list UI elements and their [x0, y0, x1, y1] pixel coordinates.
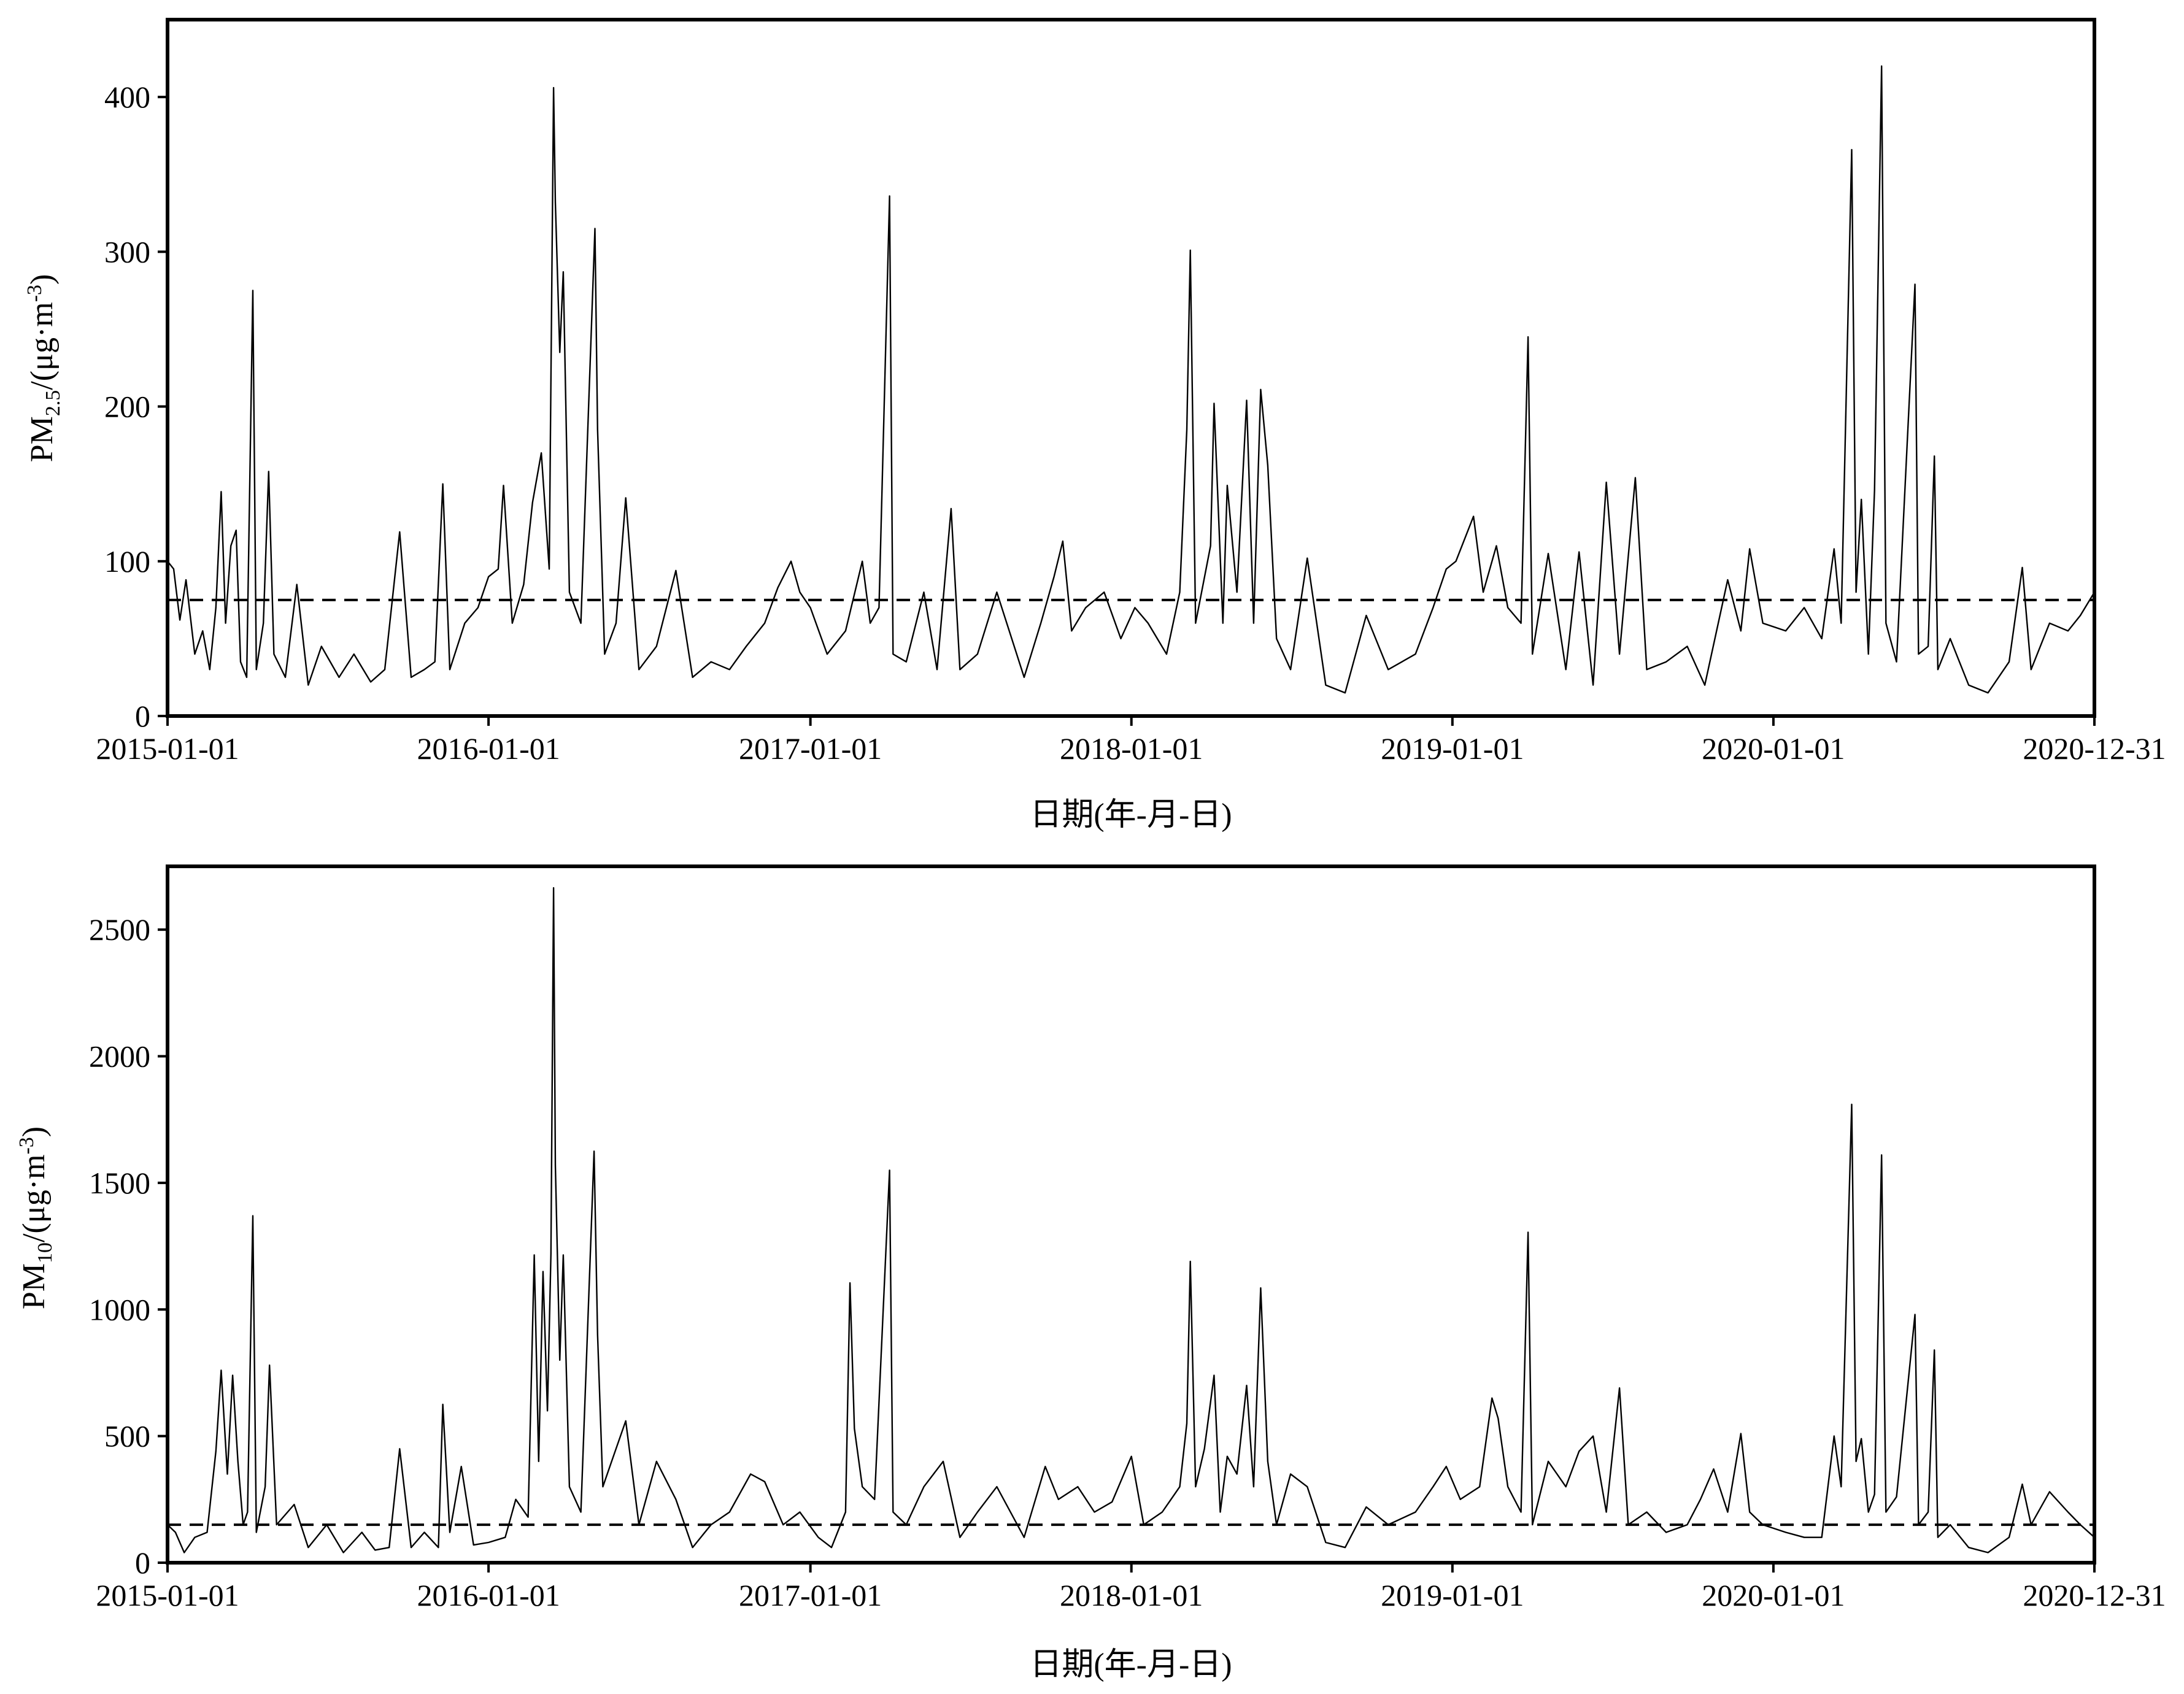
plot-frame: [166, 18, 2096, 718]
x-tick-label: 2018-01-01: [1060, 731, 1203, 766]
y-tick-label: 1500: [89, 1166, 150, 1200]
x-tick-label: 2020-01-01: [1702, 731, 1845, 766]
x-tick-label: 2019-01-01: [1381, 1578, 1524, 1612]
y-tick-label: 2000: [89, 1039, 150, 1074]
y-tick-label: 1000: [89, 1292, 150, 1326]
y-tick-label: 500: [104, 1419, 150, 1453]
y-tick-label: 300: [104, 234, 150, 269]
y-axis-title-sup: -3: [23, 285, 46, 302]
x-tick-label: 2017-01-01: [739, 1578, 882, 1612]
x-tick-label: 2016-01-01: [417, 1578, 560, 1612]
y-axis-title-unit: /(μg·m: [17, 1155, 52, 1242]
y-tick-label: 100: [104, 544, 150, 579]
x-tick-label: 2020-12-31: [2023, 1578, 2166, 1612]
y-axis-title-unit: /(μg·m: [25, 302, 60, 390]
x-tick-label: 2019-01-01: [1381, 731, 1524, 766]
y-axis-title: PM2.5/(μg·m-3): [23, 274, 64, 463]
x-tick-label: 2020-12-31: [2023, 731, 2166, 766]
x-tick-label: 2015-01-01: [96, 731, 239, 766]
y-tick-label: 400: [104, 80, 150, 114]
y-tick-label: 0: [135, 1546, 150, 1580]
x-axis-title: 日期(年-月-日): [1030, 1647, 1232, 1682]
x-tick-label: 2017-01-01: [739, 731, 882, 766]
y-axis-title-main: PM: [25, 416, 60, 462]
x-tick-label: 2015-01-01: [96, 1578, 239, 1612]
chart-pm25: 2015-01-01 2016-01-01 2017-01-01 2018-01-01…: [23, 18, 2166, 833]
x-tick-label: 2018-01-01: [1060, 1578, 1203, 1612]
y-tick-label: 0: [135, 699, 150, 733]
y-axis-title-close: ): [25, 274, 60, 285]
y-axis-title-sub: 2.5: [42, 390, 64, 417]
y-tick-label: 2500: [89, 912, 150, 947]
y-axis-title: PM10/(μg·m-3): [15, 1126, 56, 1309]
x-axis-title: 日期(年-月-日): [1030, 798, 1232, 833]
series-line: [167, 887, 2095, 1553]
series-line: [167, 65, 2096, 694]
x-tick-label: 2020-01-01: [1702, 1578, 1845, 1612]
y-tick-label: 200: [104, 390, 150, 424]
y-axis-title-sup: -3: [15, 1137, 38, 1154]
y-axis-title-close: ): [17, 1126, 52, 1137]
x-tick-label: 2016-01-01: [417, 731, 560, 766]
y-axis-title-main: PM: [17, 1263, 52, 1309]
chart-pm10: 2015-01-01 2016-01-01 2017-01-01 2018-01-01…: [15, 864, 2166, 1682]
y-axis-title-sub: 10: [34, 1242, 56, 1263]
